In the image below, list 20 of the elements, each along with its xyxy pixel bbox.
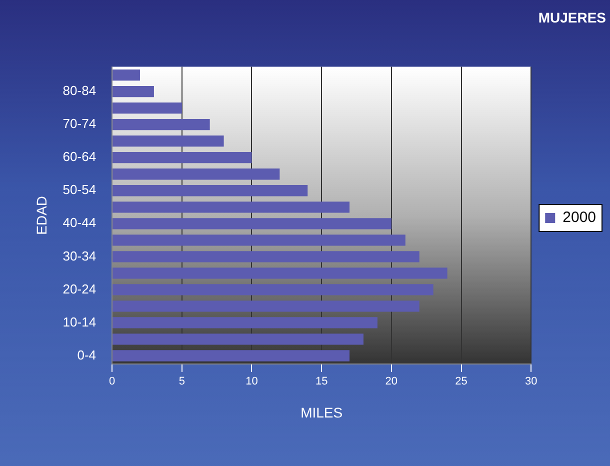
x-axis-title: MILES [300, 404, 343, 420]
x-tick-label: 20 [385, 376, 398, 388]
text: MUJERES [538, 9, 606, 26]
y-tick-label: 70-74 [62, 116, 96, 132]
y-tick-label: 30-34 [62, 248, 96, 264]
x-tick-label: 15 [315, 376, 328, 388]
x-tick-label: 10 [246, 376, 258, 388]
y-tick-label: 40-44 [62, 215, 96, 230]
y-tick-label: 80-84 [62, 83, 96, 98]
x-tick-label: 30 [525, 376, 538, 388]
x-tick-label: 5 [178, 376, 185, 388]
y-tick-label: 50-54 [62, 182, 96, 198]
x-tick-label: 25 [455, 376, 468, 388]
y-tick-label: 10-14 [62, 314, 96, 330]
y-tick-label: 20-24 [62, 281, 96, 296]
y-tick-label: 60-64 [62, 149, 96, 164]
y-tick-label: 0-4 [77, 347, 96, 362]
y-axis-title: EDAD [33, 196, 50, 235]
legend-label: 2000 [562, 209, 596, 226]
x-tick-label: 0 [108, 376, 116, 388]
